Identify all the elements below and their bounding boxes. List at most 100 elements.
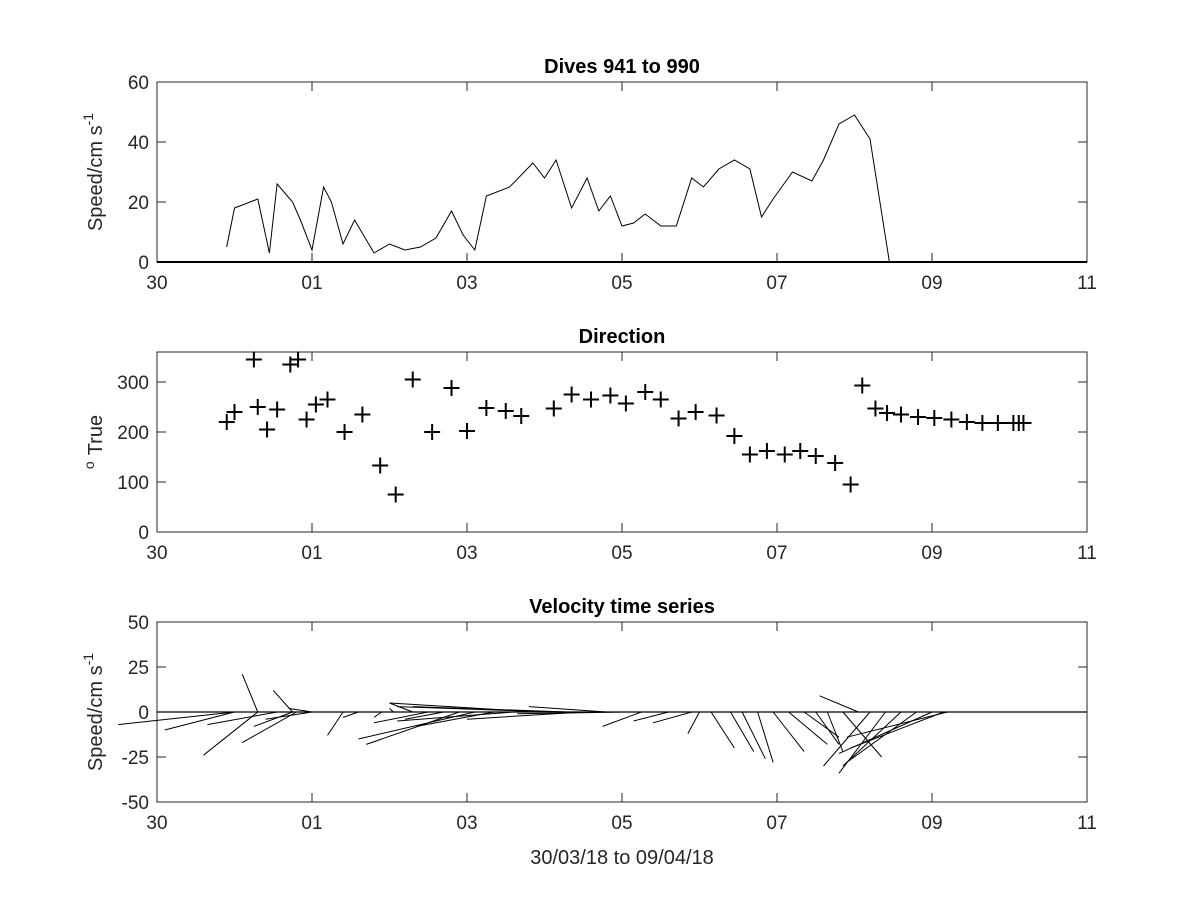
scatter-point [319,391,336,408]
scatter-point [726,428,743,444]
scatter-point [226,404,243,420]
y-tick-label: 0 [138,703,149,724]
velocity-panel: Velocity time series 30 01 03 05 07 09 11 -50 -25… [80,596,1097,869]
velocity-stick [389,702,413,713]
y-axis-label-text: Speed/cm s [85,665,107,771]
scatter-point [387,486,404,503]
velocity-stick [652,711,692,724]
scatter-point [249,399,266,415]
y-axis-label: o True [81,415,107,469]
velocity-stick [207,711,278,726]
scatter-point [879,405,896,421]
velocity-stick [288,707,313,713]
velocity-stick [633,711,669,722]
x-tick-label: 05 [611,273,632,294]
scatter-point [670,410,687,427]
x-tick-label: 03 [456,813,477,834]
velocity-stick [389,708,394,713]
velocity-stick [203,711,259,756]
series-line [226,114,948,263]
scatter-point [563,386,580,403]
velocity-stick [823,711,871,767]
scatter-point [307,396,324,413]
scatter-point [354,406,371,423]
x-tick-label: 03 [456,543,477,564]
scatter-point [687,404,704,420]
scatter-point [958,414,975,430]
speed-panel: Dives 941 to 990 30 01 03 05 07 09 11 0 20 40 60 Spe… [80,56,1097,294]
velocity-stick [373,711,429,724]
panel-title: Velocity time series [529,596,715,618]
scatter-point [336,424,353,440]
velocity-stick [602,711,642,727]
velocity-stick [687,711,700,734]
velocity-stick [397,711,514,722]
y-tick-label: 100 [117,473,149,494]
x-tick-label: 07 [766,543,787,564]
x-tick-label: 01 [301,813,322,834]
velocity-stick [846,711,917,763]
velocity-stick [846,711,948,738]
x-tick-label: 11 [1077,813,1097,834]
y-axis-label-superscript: o [81,461,97,469]
scatter-point [602,387,619,404]
x-tick-label: 07 [766,273,787,294]
scatter-point [926,410,943,426]
panel-title: Direction [579,326,666,348]
scatter-point [478,400,495,416]
scatter-point [943,411,960,428]
x-tick-label: 09 [921,273,942,294]
velocity-stick [730,711,755,752]
scatter-point [708,407,725,424]
scatter-point [637,384,654,400]
scatter-point [424,424,441,440]
velocity-stick [373,711,383,718]
plot-frame [156,351,1088,533]
velocity-stick [819,695,859,713]
velocity-stick [815,711,840,745]
scatter-point [583,391,599,408]
velocity-stick [253,711,293,727]
scatter-point [617,395,634,412]
velocity-stick [241,674,259,713]
scatter-point [1015,415,1032,431]
y-tick-label: 300 [117,373,149,394]
scatter-point [497,403,514,419]
x-tick-label: 05 [611,543,632,564]
velocity-stick [342,711,359,718]
scatter-point [372,457,389,474]
scatter-point [459,423,475,439]
panel-title: Dives 941 to 990 [544,56,700,78]
scatter-point [867,400,884,417]
scatter-point [218,414,235,430]
x-tick-label: 03 [456,273,477,294]
velocity-stick [242,711,297,744]
scatter-point [269,401,286,418]
x-axis-label: 30/03/18 to 09/04/18 [530,847,714,869]
x-tick-label: 30 [146,543,167,564]
scatter-point [259,421,276,438]
scatter-point [758,443,775,459]
velocity-stick [528,706,607,713]
y-tick-label: 50 [128,613,149,634]
velocity-stick [404,711,444,720]
y-axis-label-superscript: -1 [80,113,96,126]
plot-frame [156,81,1088,263]
y-axis-label: Speed/cm s-1 [80,113,107,231]
scatter-point [652,391,669,408]
scatter-point [404,371,421,388]
x-tick-label: 09 [921,813,942,834]
x-tick-label: 30 [146,273,167,294]
y-tick-label: 60 [128,73,149,94]
scatter-point [827,455,844,471]
scatter-point [854,377,871,394]
y-tick-label: 200 [117,423,149,444]
y-tick-label: 0 [138,253,149,274]
scatter-point [910,409,927,425]
scatter-point [741,446,758,463]
scatter-point [807,448,824,464]
velocity-stick [826,711,844,752]
y-tick-label: 25 [128,658,149,679]
direction-panel: Direction 30 01 03 05 07 09 11 0 100 200 300 o True [81,326,1097,564]
